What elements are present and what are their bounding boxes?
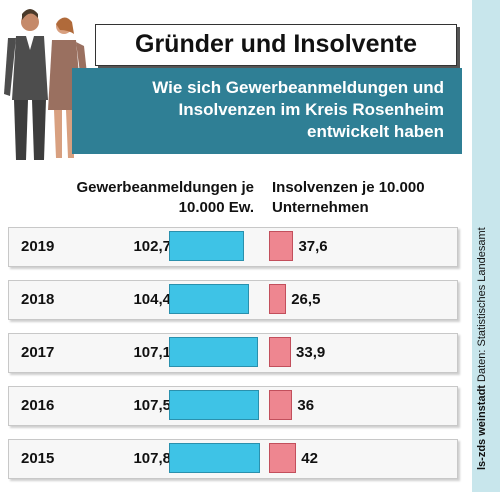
registrations-bar xyxy=(169,231,244,261)
year-label: 2018 xyxy=(21,291,55,308)
insolvencies-value-label: 37,6 xyxy=(298,238,328,255)
infographic-frame: Gründer und Insolvente Wie sich Gewerbea… xyxy=(0,0,472,492)
subtitle-line: entwickelt haben xyxy=(307,122,444,141)
registrations-bar xyxy=(169,284,250,314)
right-column-header: Insolvenzen je 10.000 Unternehmen xyxy=(272,178,462,218)
registrations-bar xyxy=(169,443,260,473)
year-label: 2016 xyxy=(21,397,55,414)
year-label: 2017 xyxy=(21,344,55,361)
insolvencies-value-label: 36 xyxy=(297,397,315,414)
right-header-line: Unternehmen xyxy=(272,199,369,216)
registrations-value-label: 107,5 xyxy=(133,397,171,414)
insolvencies-bar xyxy=(269,284,287,314)
subtitle-line: Insolvenzen im Kreis Rosenheim xyxy=(178,100,444,119)
insolvencies-bar xyxy=(269,390,293,420)
subtitle-line: Wie sich Gewerbeanmeldungen und xyxy=(152,78,444,97)
title-box: Gründer und Insolvente xyxy=(95,24,457,66)
insolvencies-value-label: 26,5 xyxy=(291,291,321,308)
table-row: 2019 102,7 37,6 xyxy=(8,227,458,267)
insolvencies-bar xyxy=(269,337,292,367)
registrations-value-label: 107,8 xyxy=(133,450,171,467)
table-row: 2018 104,4 26,5 xyxy=(8,280,458,320)
insolvencies-value-label: 42 xyxy=(301,450,318,467)
left-column-header: Gewerbeanmeldungen je 10.000 Ew. xyxy=(32,178,254,218)
insolvencies-bar xyxy=(269,231,294,261)
table-row: 2016 107,5 36 xyxy=(8,386,458,426)
registrations-bar xyxy=(169,337,258,367)
source-text: Daten: Statistisches Landesamt xyxy=(476,227,488,382)
subtitle-box: Wie sich Gewerbeanmeldungen und Insolven… xyxy=(72,68,462,154)
table-row: 2015 107,8 42 xyxy=(8,439,458,479)
left-header-line: 10.000 Ew. xyxy=(178,199,254,216)
registrations-value-label: 104,4 xyxy=(133,291,171,308)
insolvencies-value-label: 33,9 xyxy=(296,344,326,361)
right-header-line: Insolvenzen je 10.000 xyxy=(272,179,425,196)
registrations-value-label: 102,7 xyxy=(133,238,171,255)
left-header-line: Gewerbeanmeldungen je xyxy=(76,179,254,196)
source-credit: ls-zds weinstadt xyxy=(476,385,488,470)
insolvencies-bar xyxy=(269,443,297,473)
table-row: 2017 107,1 33,9 xyxy=(8,333,458,373)
year-label: 2019 xyxy=(21,238,55,255)
chart-title: Gründer und Insolvente xyxy=(135,30,417,58)
registrations-bar xyxy=(169,390,259,420)
registrations-value-label: 107,1 xyxy=(133,344,171,361)
year-label: 2015 xyxy=(21,450,55,467)
source-note: ls-zds weinstadt Daten: Statistisches La… xyxy=(476,227,488,470)
chart-subtitle: Wie sich Gewerbeanmeldungen und Insolven… xyxy=(114,77,444,143)
